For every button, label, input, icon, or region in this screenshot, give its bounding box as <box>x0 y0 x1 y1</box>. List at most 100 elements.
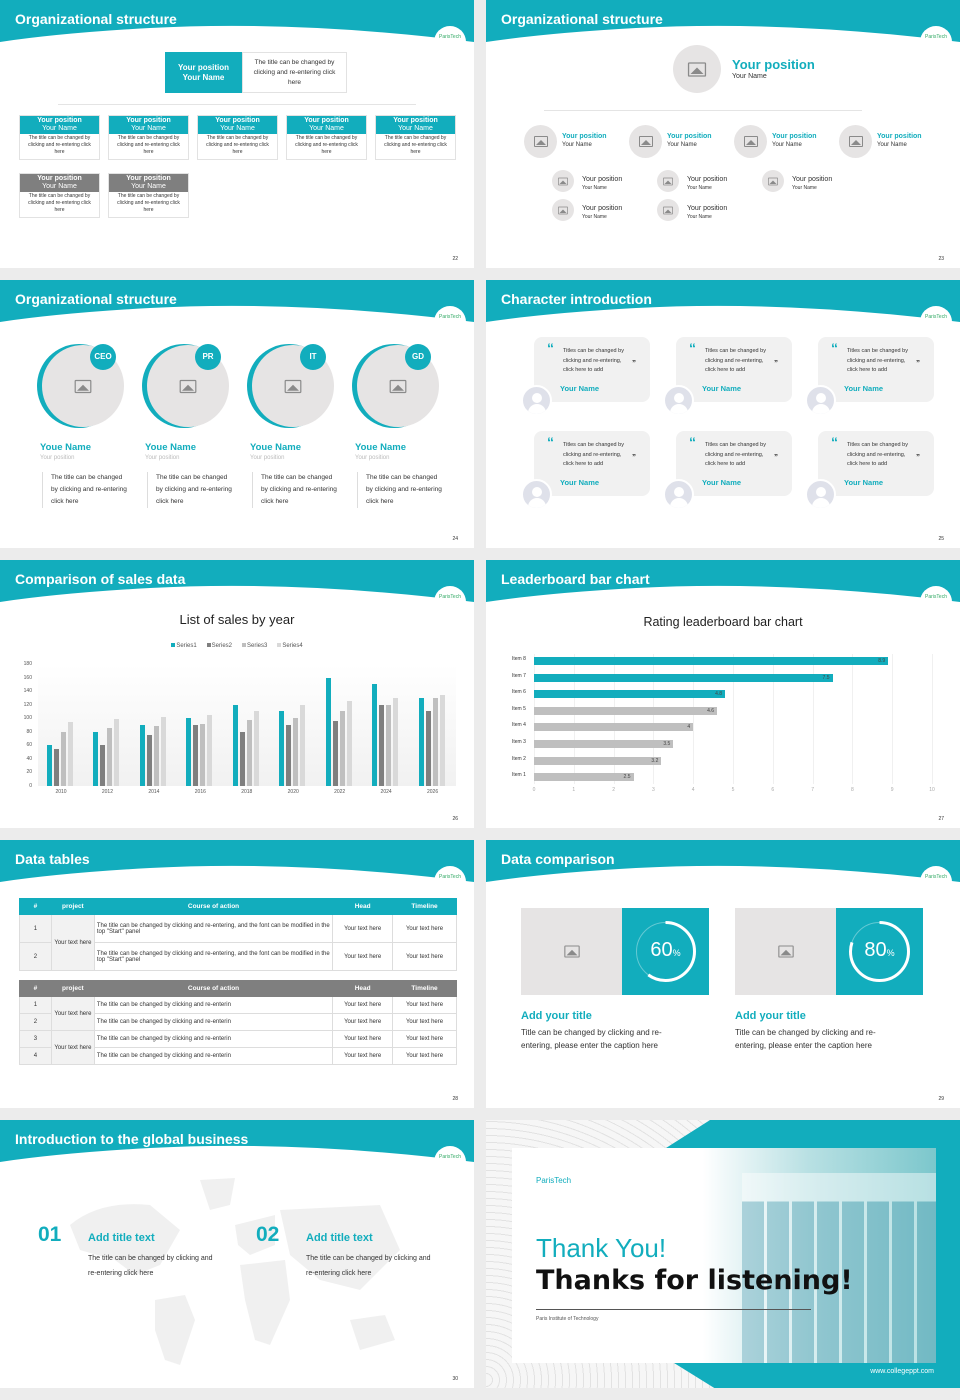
slide-23[interactable]: Organizational structure ParisTech 23 Your … <box>486 0 960 268</box>
slide-28[interactable]: Data tables ParisTech 28 # project Course of … <box>0 840 474 1108</box>
avatar[interactable] <box>524 125 557 158</box>
quote-card[interactable]: “ Titles can be changed by clicking and r… <box>676 337 792 402</box>
table-row[interactable]: 3 Your text here The title can be changed … <box>19 1030 457 1065</box>
chart-bar[interactable] <box>186 718 192 786</box>
chart-bar[interactable] <box>393 697 399 786</box>
column-header[interactable]: # <box>19 980 52 997</box>
column-header[interactable]: Timeline <box>392 980 457 997</box>
chart-bar[interactable] <box>239 731 245 786</box>
quote-card[interactable]: “ Titles can be changed by clicking and r… <box>818 431 934 496</box>
chart-bar[interactable] <box>160 716 166 786</box>
chart-bar[interactable] <box>54 748 59 786</box>
column-header[interactable]: Timeline <box>392 898 457 915</box>
org-box[interactable]: Your position Your Name The title can be c… <box>197 115 278 160</box>
org-box[interactable]: Your position Your Name The title can be c… <box>19 173 100 218</box>
chart-bar[interactable] <box>253 711 259 786</box>
chart-bar[interactable] <box>332 720 338 786</box>
table-row[interactable]: 2 The title can be changed by clicking an… <box>19 942 457 971</box>
chart-bar[interactable] <box>146 735 152 786</box>
image-placeholder[interactable] <box>735 908 836 995</box>
chart-bar[interactable] <box>100 745 106 786</box>
chart-bar[interactable] <box>432 697 438 786</box>
chart-bar[interactable] <box>279 711 285 786</box>
chart-bar[interactable] <box>379 704 385 786</box>
slide-22[interactable]: Organizational structure ParisTech 22 Your … <box>0 0 474 268</box>
quote-card[interactable]: “ Titles can be changed by clicking and r… <box>534 337 650 402</box>
chart-bar[interactable] <box>61 731 66 786</box>
column-header[interactable]: Course of action <box>93 898 334 915</box>
chart-bar[interactable] <box>325 677 331 786</box>
table-row[interactable]: 4 The title can be changed by clicking an… <box>19 1047 457 1065</box>
chart-bar[interactable] <box>47 745 52 786</box>
column-header[interactable]: project <box>50 980 95 997</box>
chart-bar[interactable] <box>386 704 392 786</box>
chart-bar[interactable] <box>107 727 113 786</box>
avatar[interactable] <box>657 170 679 192</box>
chart-bar[interactable] <box>346 700 352 786</box>
chart-bar[interactable]: 2.5 <box>534 773 634 782</box>
chart-bar[interactable] <box>68 721 73 786</box>
chart-bar[interactable] <box>439 694 445 786</box>
chart-bar[interactable] <box>293 718 299 786</box>
avatar[interactable] <box>673 45 721 93</box>
chart-bar[interactable] <box>193 725 199 786</box>
slide-29[interactable]: Data comparison ParisTech 29 60% Add your ti… <box>486 840 960 1108</box>
image-placeholder-icon <box>389 379 407 393</box>
chart-bar[interactable] <box>114 718 120 786</box>
avatar[interactable] <box>552 199 574 221</box>
org-top-box[interactable]: Your position Your Name <box>165 52 242 93</box>
website-link[interactable]: www.collegeppt.com <box>870 1368 934 1375</box>
chart-bar[interactable] <box>207 714 213 786</box>
chart-bar[interactable] <box>286 725 292 786</box>
avatar[interactable] <box>657 199 679 221</box>
avatar[interactable] <box>839 125 872 158</box>
chart-bar[interactable] <box>93 731 99 786</box>
avatar[interactable] <box>42 345 124 427</box>
chart-bar[interactable]: 7.5 <box>534 673 833 682</box>
chart-bar[interactable] <box>153 726 159 786</box>
table-row[interactable]: 1 Your text here The title can be changed … <box>19 914 457 971</box>
chart-bar[interactable] <box>300 704 306 786</box>
avatar[interactable] <box>762 170 784 192</box>
chart-bar[interactable]: 4.6 <box>534 706 718 715</box>
chart-bar[interactable]: 8.9 <box>534 657 889 665</box>
org-box[interactable]: Your position Your Name The title can be c… <box>286 115 367 160</box>
chart-bar[interactable] <box>246 719 252 786</box>
quote-card[interactable]: “ Titles can be changed by clicking and r… <box>676 431 792 496</box>
slide-30[interactable]: Introduction to the global business Paris… <box>0 1120 474 1388</box>
avatar[interactable] <box>629 125 662 158</box>
column-header[interactable]: # <box>19 898 52 915</box>
chart-bar[interactable] <box>139 725 145 786</box>
column-header[interactable]: project <box>50 898 95 915</box>
table-row[interactable]: 2 The title can be changed by clicking an… <box>19 1013 457 1031</box>
chart-bar[interactable]: 3.5 <box>534 740 674 748</box>
chart-bar[interactable] <box>418 697 424 786</box>
progress-ring-icon <box>635 921 696 982</box>
slide-27[interactable]: Leaderboard bar chart ParisTech 27 Rating l… <box>486 560 960 828</box>
slide-31[interactable]: ParisTech Thank You! Thanks for listening!… <box>486 1120 960 1388</box>
chart-bar[interactable]: 3.2 <box>534 756 662 765</box>
avatar[interactable] <box>734 125 767 158</box>
slide-25[interactable]: Character introduction ParisTech 25 “ Titles… <box>486 280 960 548</box>
chart-bar[interactable] <box>425 711 431 786</box>
chart-bar[interactable] <box>232 704 238 786</box>
chart-bar[interactable]: 4 <box>534 723 694 732</box>
quote-card[interactable]: “ Titles can be changed by clicking and r… <box>534 431 650 496</box>
column-header[interactable]: Head <box>332 980 394 997</box>
chart-bar[interactable]: 4.8 <box>534 690 726 699</box>
table-row[interactable]: 1 Your text here The title can be changed … <box>19 996 457 1031</box>
quote-card[interactable]: “ Titles can be changed by clicking and r… <box>818 337 934 402</box>
chart-bar[interactable] <box>372 684 378 786</box>
org-box[interactable]: Your position Your Name The title can be c… <box>19 115 100 160</box>
org-box[interactable]: Your position Your Name The title can be c… <box>108 173 189 218</box>
org-box[interactable]: Your position Your Name The title can be c… <box>375 115 456 160</box>
avatar[interactable] <box>552 170 574 192</box>
slide-26[interactable]: Comparison of sales data ParisTech 26 List … <box>0 560 474 828</box>
chart-bar[interactable] <box>200 723 206 786</box>
slide-24[interactable]: Organizational structure ParisTech 24 CEO Yo… <box>0 280 474 548</box>
chart-bar[interactable] <box>339 711 345 786</box>
org-box[interactable]: Your position Your Name The title can be c… <box>108 115 189 160</box>
column-header[interactable]: Head <box>332 898 394 915</box>
image-placeholder[interactable] <box>521 908 622 995</box>
column-header[interactable]: Course of action <box>93 980 334 997</box>
